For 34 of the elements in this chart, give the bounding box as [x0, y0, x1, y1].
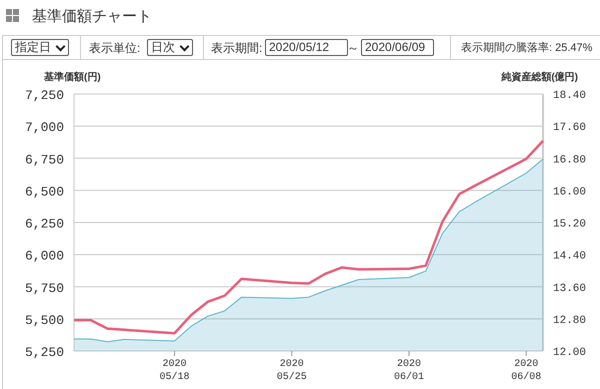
text: 2020/05/12: [265, 39, 348, 56]
x-tick-label: 2020 05/25: [276, 359, 307, 383]
y-tick-label: 6,500: [24, 184, 64, 200]
y2-tick-label: 17.60: [553, 122, 586, 134]
text: 2020/06/09: [361, 39, 434, 56]
y2-tick-label: 12.80: [553, 314, 586, 327]
y-tick-label: 6,250: [24, 216, 64, 232]
text: ～: [347, 40, 359, 57]
text: 表示期間:: [211, 40, 262, 57]
y-tick-label: 6,000: [24, 248, 64, 264]
y2-tick-label: 15.20: [553, 218, 586, 230]
y2-tick-label: 12.00: [553, 347, 586, 359]
line-series: [72, 140, 544, 335]
x-tick-label: 2020 05/18: [159, 359, 190, 383]
y2-axis-title: 純資産総額(億円): [500, 71, 578, 83]
y2-tick-label: 18.40: [553, 90, 586, 102]
text: 指定日: [11, 39, 69, 56]
x-tick-label: 2020 06/01: [394, 359, 424, 383]
x-tick-label: 2020 06/08: [511, 359, 542, 383]
y2-tick-label: 16.80: [553, 154, 586, 166]
y2-tick-label: 16.00: [553, 186, 586, 198]
y-axis-title: 基準価額(円): [43, 71, 101, 83]
text: 日次: [147, 39, 193, 56]
y-tick-label: 5,750: [24, 280, 64, 296]
y-tick-label: 5,500: [24, 312, 64, 328]
y2-tick-label: 14.40: [553, 250, 586, 263]
y-tick-label: 5,250: [24, 345, 64, 360]
y-tick-label: 7,000: [24, 120, 64, 136]
text: 表示期間の騰落率: 25.47%: [461, 40, 592, 55]
chart-title: 基準価額チャート: [32, 7, 152, 26]
text: 表示単位:: [89, 40, 140, 57]
y-tick-label: 6,750: [24, 152, 64, 168]
y2-tick-label: 13.60: [553, 282, 586, 295]
y-tick-label: 7,250: [24, 88, 64, 103]
